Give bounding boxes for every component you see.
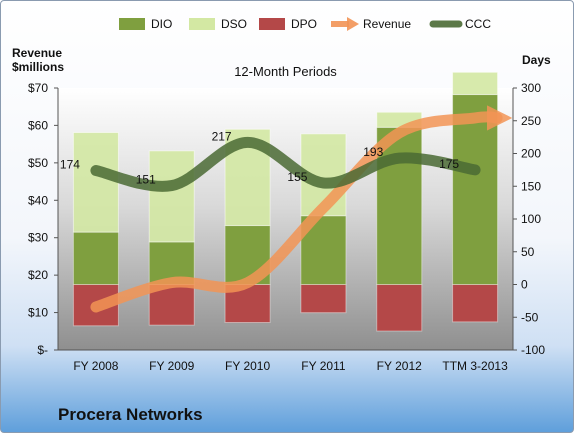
legend-swatch-dpo xyxy=(259,18,285,30)
ccc-data-label: 217 xyxy=(212,129,232,143)
right-tick-label: 50 xyxy=(521,245,535,259)
dpo-bar xyxy=(376,284,423,332)
left-tick-label: $40 xyxy=(28,193,48,207)
dso-bar xyxy=(148,150,195,243)
left-tick-label: $70 xyxy=(28,81,48,95)
x-tick-label: FY 2012 xyxy=(377,359,422,373)
right-tick-label: 200 xyxy=(521,147,541,161)
dpo-bar xyxy=(300,284,347,314)
revenue-line xyxy=(90,105,513,313)
x-tick-label: FY 2008 xyxy=(73,359,118,373)
legend-label-dpo: DPO xyxy=(291,17,317,31)
right-tick-label: -50 xyxy=(521,310,539,324)
legend-label-revenue: Revenue xyxy=(363,17,411,31)
y-left-axis-title-unit: $millions xyxy=(12,60,64,74)
right-tick-label: 0 xyxy=(521,278,528,292)
left-tick-label: $10 xyxy=(28,306,48,320)
company-name: Procera Networks xyxy=(58,405,203,424)
dio-bar xyxy=(72,231,119,286)
ccc-data-label: 151 xyxy=(136,173,156,187)
x-tick-label: TTM 3-2013 xyxy=(442,359,508,373)
right-tick-label: 300 xyxy=(521,81,541,95)
legend-swatch-dio xyxy=(119,18,145,30)
right-tick-label: 100 xyxy=(521,212,541,226)
x-tick-label: FY 2010 xyxy=(225,359,270,373)
legend-label-dio: DIO xyxy=(151,17,172,31)
plot-area xyxy=(58,88,513,350)
left-tick-label: $- xyxy=(37,343,48,357)
x-tick-label: FY 2009 xyxy=(149,359,194,373)
ccc-data-label: 175 xyxy=(439,157,459,171)
legend-label-ccc: CCC xyxy=(465,17,491,31)
left-tick-label: $20 xyxy=(28,268,48,282)
chart-title: 12-Month Periods xyxy=(234,64,337,79)
ccc-data-label: 193 xyxy=(363,145,383,159)
legend-swatch-revenue-head xyxy=(347,17,359,31)
ccc-data-label: 155 xyxy=(287,170,307,184)
legend-label-dso: DSO xyxy=(221,17,247,31)
ccc-data-label: 174 xyxy=(60,158,80,172)
left-tick-label: $30 xyxy=(28,231,48,245)
x-tick-label: FY 2011 xyxy=(301,359,346,373)
left-tick-label: $60 xyxy=(28,118,48,132)
right-tick-label: 150 xyxy=(521,179,541,193)
right-tick-label: 250 xyxy=(521,114,541,128)
dso-bar xyxy=(72,132,119,233)
left-tick-label: $50 xyxy=(28,156,48,170)
dso-bar xyxy=(452,71,499,96)
legend-swatch-dso xyxy=(189,18,215,30)
dpo-bar xyxy=(452,284,499,323)
ccc-line xyxy=(90,136,481,192)
right-tick-label: -100 xyxy=(521,343,545,357)
y-right-axis-title: Days xyxy=(522,53,551,67)
y-left-axis-title: Revenue xyxy=(12,46,62,60)
